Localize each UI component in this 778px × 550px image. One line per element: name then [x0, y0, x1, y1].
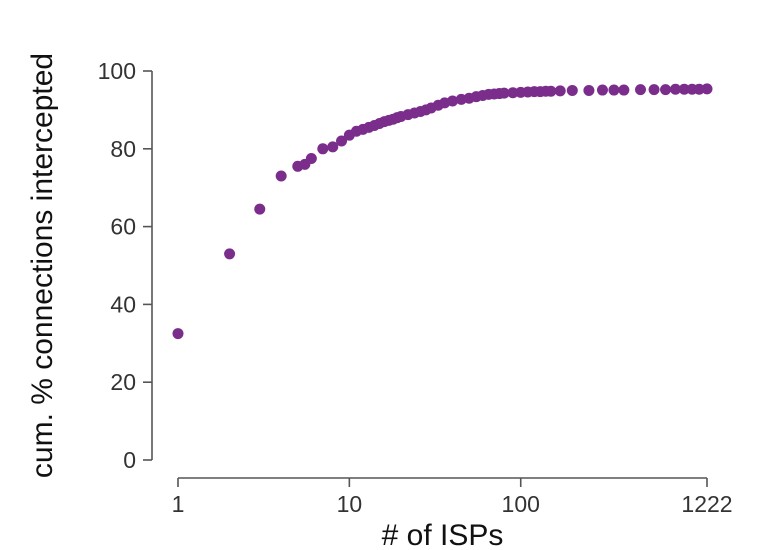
y-tick-label: 40: [110, 291, 136, 317]
data-point: [693, 83, 705, 95]
data-point: [254, 203, 266, 215]
data-points: [172, 83, 713, 340]
data-point: [583, 84, 595, 96]
y-tick-label: 0: [123, 447, 136, 473]
data-point: [317, 143, 329, 155]
x-ticks: 1 10 100 1222: [172, 478, 733, 517]
data-point: [545, 85, 557, 97]
data-point: [608, 84, 620, 96]
x-axis-title: # of ISPs: [382, 519, 504, 550]
axes: [151, 71, 707, 479]
data-point: [305, 153, 317, 165]
x-tick-label: 1222: [681, 491, 732, 517]
data-point: [447, 95, 459, 107]
data-point: [172, 328, 184, 340]
data-point: [566, 84, 578, 96]
y-tick-label: 100: [98, 58, 136, 84]
x-tick-label: 1: [172, 491, 185, 517]
y-tick-label: 20: [110, 369, 136, 395]
data-point: [596, 84, 608, 96]
data-point: [618, 84, 630, 96]
data-point: [327, 141, 339, 153]
data-point: [224, 248, 236, 260]
data-point: [336, 135, 348, 147]
y-tick-label: 80: [110, 136, 136, 162]
x-tick-label: 10: [337, 491, 363, 517]
data-point: [554, 85, 566, 97]
y-axis-title: cum. % connections intercepted: [26, 53, 59, 478]
data-point: [701, 83, 713, 95]
data-point: [498, 87, 510, 99]
data-point: [634, 84, 646, 96]
y-tick-label: 60: [110, 214, 136, 240]
data-point: [678, 83, 690, 95]
data-point: [660, 84, 672, 96]
data-point: [507, 87, 519, 99]
x-tick-label: 100: [502, 491, 540, 517]
y-ticks: 0 20 40 60 80 100: [98, 58, 152, 473]
data-point: [648, 84, 660, 96]
data-point: [275, 170, 287, 182]
data-point: [669, 83, 681, 95]
